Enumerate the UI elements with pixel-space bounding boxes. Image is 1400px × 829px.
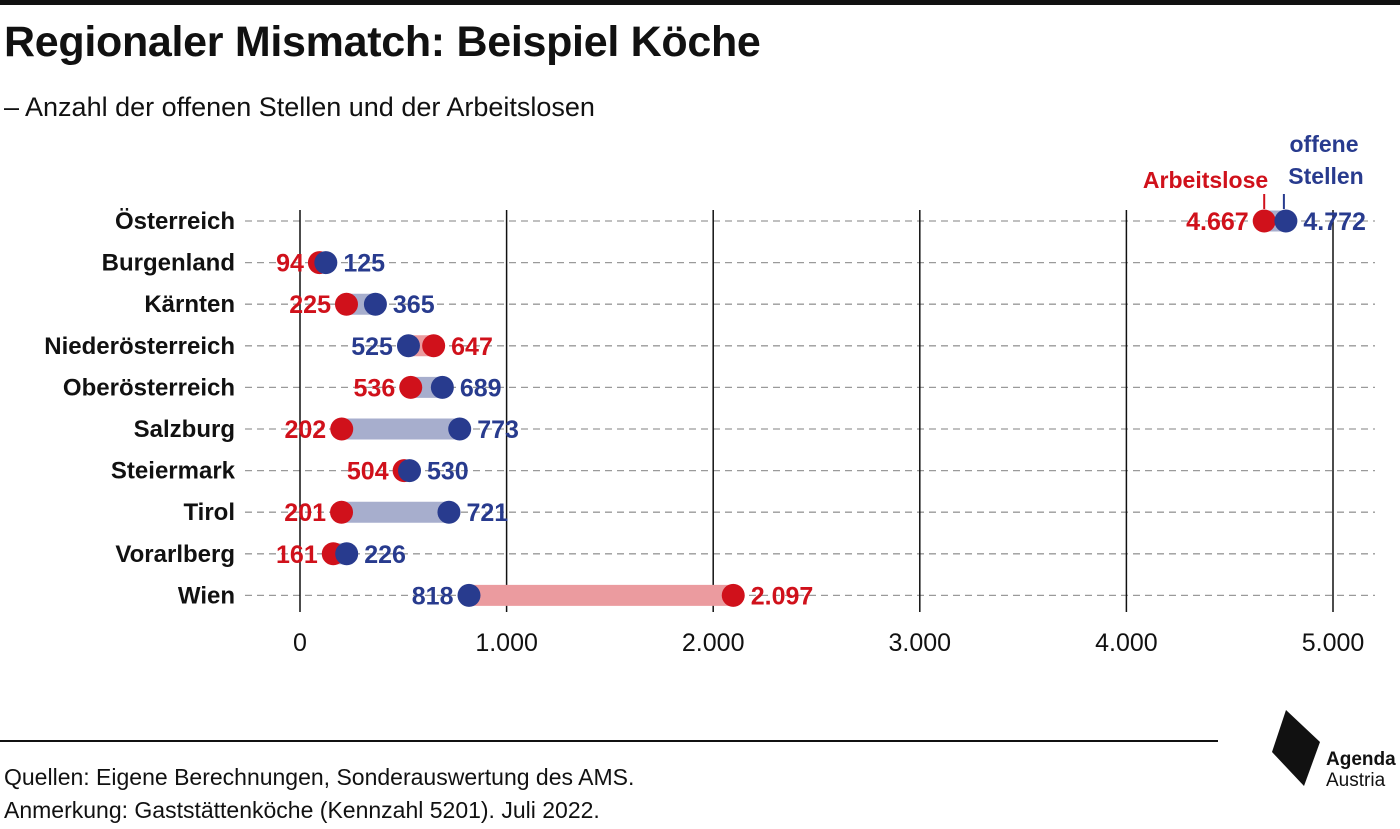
- category-label: Österreich: [115, 208, 235, 235]
- offene-stellen-dot: [335, 542, 359, 566]
- offene-stellen-value-label: 818: [412, 582, 454, 610]
- arbeitslose-dot: [334, 292, 358, 316]
- offene-stellen-value-label: 530: [427, 458, 469, 486]
- offene-stellen-value-label: 773: [477, 416, 519, 444]
- category-label: Oberösterreich: [63, 374, 235, 401]
- category-label: Steiermark: [111, 458, 236, 485]
- dot-layer: [307, 209, 1298, 607]
- arbeitslose-dot: [1252, 209, 1276, 233]
- offene-stellen-value-label: 4.772: [1303, 208, 1366, 236]
- x-tick-label: 0: [293, 629, 307, 657]
- offene-stellen-dot: [396, 334, 420, 358]
- arbeitslose-value-label: 2.097: [751, 582, 814, 610]
- x-tick-label: 3.000: [889, 629, 952, 657]
- footer-rule: [0, 740, 1218, 742]
- offene-stellen-dot: [457, 583, 481, 607]
- offene-stellen-dot: [437, 500, 461, 524]
- offene-stellen-value-label: 226: [364, 541, 406, 569]
- category-label: Salzburg: [134, 416, 235, 443]
- offene-stellen-value-label: 525: [351, 333, 393, 361]
- offene-stellen-dot: [1274, 209, 1298, 233]
- arbeitslose-dot: [330, 417, 354, 441]
- dumbbell-chart: 0 1.000 2.000 3.000 4.000 5.000 Österreich 4.66…: [44, 131, 1375, 657]
- arbeitslose-value-label: 161: [276, 541, 318, 569]
- logo-text-austria: Austria: [1326, 770, 1386, 791]
- arbeitslose-dot: [330, 500, 354, 524]
- arbeitslose-dot: [422, 334, 446, 358]
- offene-stellen-value-label: 721: [466, 499, 508, 527]
- agenda-austria-logo: Agenda Austria: [1270, 708, 1400, 798]
- grid-layer: [245, 210, 1375, 612]
- arbeitslose-dot: [721, 583, 745, 607]
- remark-note: Anmerkung: Gaststättenköche (Kennzahl 52…: [4, 797, 600, 823]
- category-label: Vorarlberg: [115, 541, 235, 568]
- offene-stellen-dot: [363, 292, 387, 316]
- arbeitslose-value-label: 201: [284, 499, 326, 527]
- arbeitslose-value-label: 536: [354, 374, 396, 402]
- chart-title: Regionaler Mismatch: Beispiel Köche: [4, 18, 761, 66]
- category-label: Wien: [178, 582, 235, 609]
- legend-arbeitslose: Arbeitslose: [1143, 167, 1268, 193]
- x-tick-label: 1.000: [475, 629, 538, 657]
- bar-layer: [319, 210, 1286, 606]
- offene-stellen-value-label: 365: [393, 291, 435, 319]
- label-layer: 0 1.000 2.000 3.000 4.000 5.000 Österreich 4.66…: [44, 131, 1366, 657]
- arbeitslose-value-label: 4.667: [1186, 208, 1249, 236]
- legend-offene-stellen-line1: offene: [1290, 131, 1359, 157]
- logo-mark-icon: [1272, 710, 1320, 786]
- source-note: Quellen: Eigene Berechnungen, Sonderausw…: [4, 764, 635, 790]
- category-label: Niederösterreich: [44, 333, 235, 360]
- logo-text-agenda: Agenda: [1326, 749, 1396, 770]
- x-tick-label: 2.000: [682, 629, 745, 657]
- offene-stellen-dot: [430, 375, 454, 399]
- offene-stellen-dot: [397, 459, 421, 483]
- chart-subtitle: – Anzahl der offenen Stellen und der Arb…: [4, 92, 595, 122]
- arbeitslose-value-label: 225: [289, 291, 331, 319]
- arbeitslose-value-label: 202: [285, 416, 327, 444]
- offene-stellen-dot: [314, 251, 338, 275]
- x-tick-label: 5.000: [1302, 629, 1365, 657]
- arbeitslose-dot: [399, 375, 423, 399]
- arbeitslose-value-label: 647: [451, 333, 493, 361]
- legend-offene-stellen-line2: Stellen: [1288, 163, 1363, 189]
- offene-stellen-value-label: 689: [460, 374, 502, 402]
- category-label: Burgenland: [102, 250, 235, 277]
- arbeitslose-value-label: 504: [347, 458, 389, 486]
- category-label: Kärnten: [144, 291, 235, 318]
- arbeitslose-value-label: 94: [276, 250, 304, 278]
- offene-stellen-value-label: 125: [343, 250, 385, 278]
- offene-stellen-dot: [448, 417, 472, 441]
- category-label: Tirol: [183, 499, 235, 526]
- top-rule: [0, 0, 1400, 5]
- x-tick-label: 4.000: [1095, 629, 1158, 657]
